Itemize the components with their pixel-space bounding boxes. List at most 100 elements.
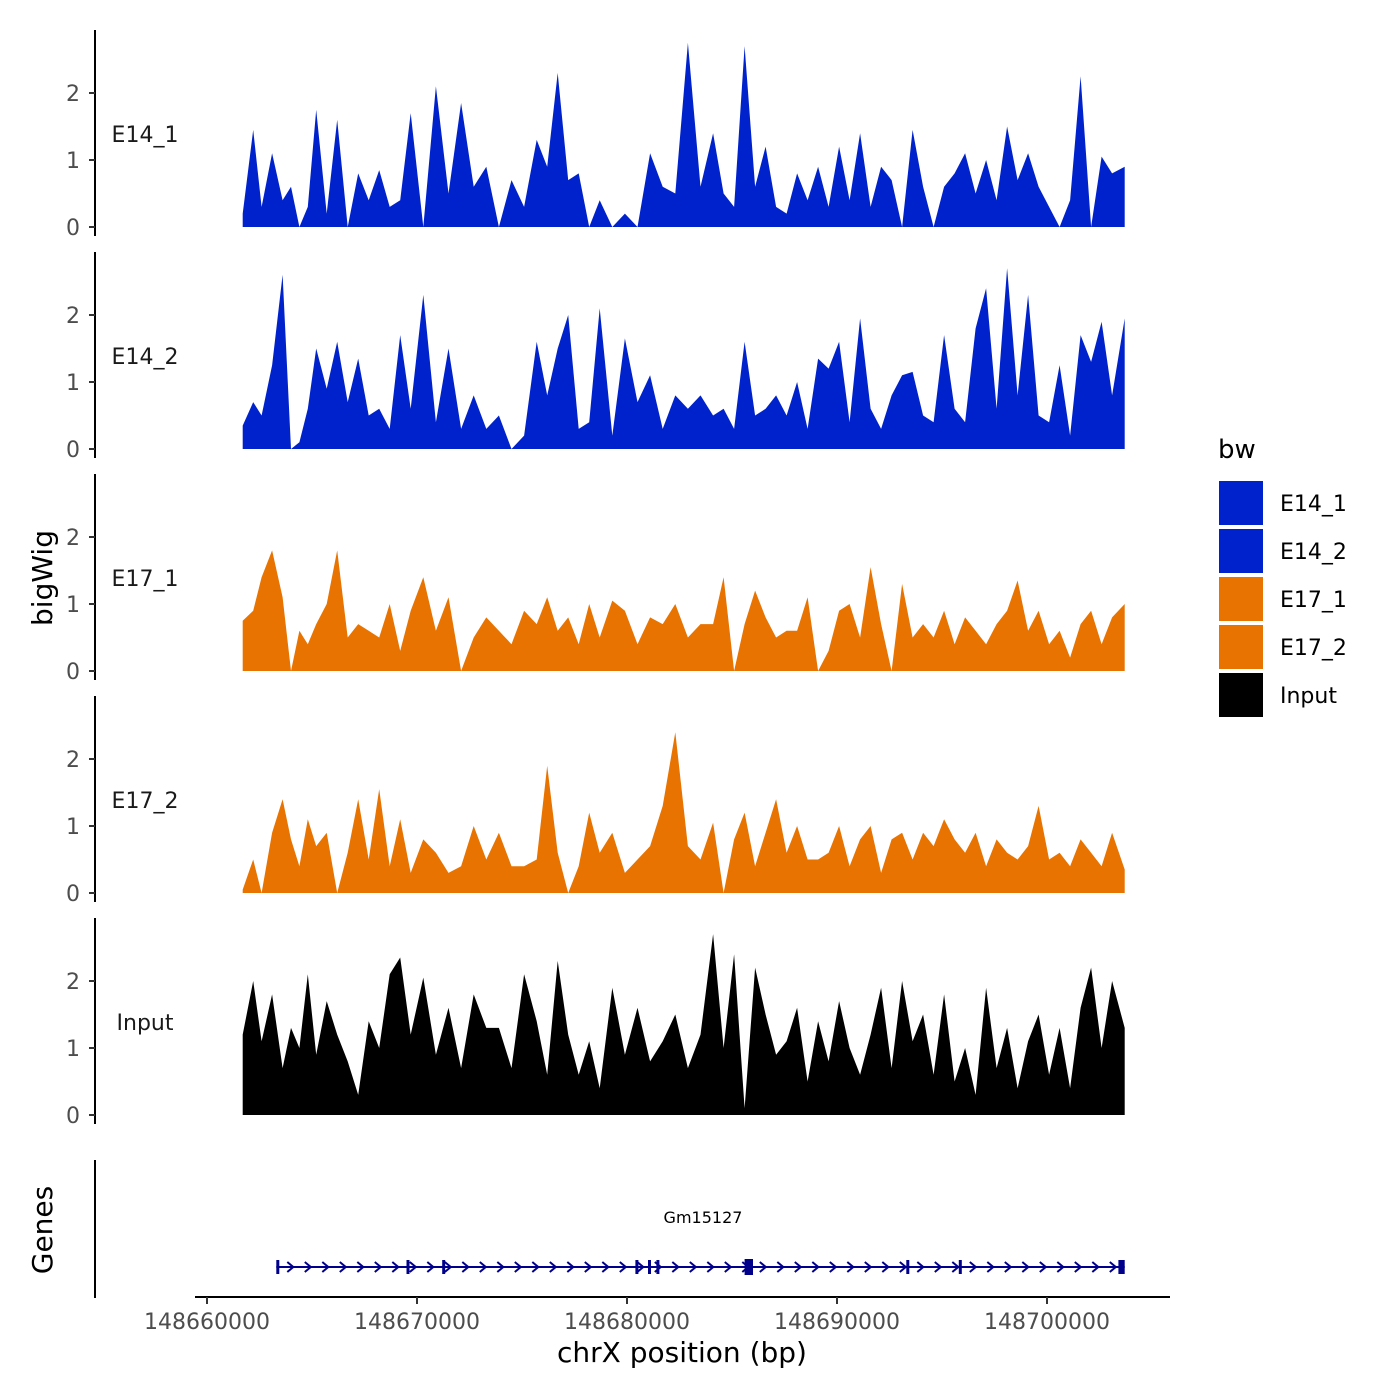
gene-exon <box>406 1260 410 1274</box>
strand-arrow <box>1074 1261 1083 1273</box>
y-tick-label: 0 <box>66 216 80 241</box>
strand-arrow <box>1056 1261 1065 1273</box>
strand-arrow <box>794 1261 803 1273</box>
strand-arrow <box>496 1261 505 1273</box>
y-tick-label: 2 <box>66 526 80 551</box>
legend-title: bw <box>1218 435 1256 465</box>
legend-swatch <box>1217 671 1265 719</box>
strand-arrow <box>374 1261 383 1273</box>
panel-E17_2: 0 1 2 E17_2 <box>66 696 1125 907</box>
strand-arrow <box>1091 1261 1100 1273</box>
strand-arrow <box>619 1261 628 1273</box>
panel-label-E17_2: E17_2 <box>112 789 179 814</box>
y-tick-label: 2 <box>66 970 80 995</box>
strand-arrow <box>1021 1261 1030 1273</box>
y-tick-label: 0 <box>66 660 80 685</box>
panel-label-Input: Input <box>117 1011 174 1036</box>
strand-arrow <box>811 1261 820 1273</box>
gene-track-title: Genes <box>26 1186 59 1274</box>
strand-arrow <box>1004 1261 1013 1273</box>
area-E14_1 <box>242 42 1125 227</box>
gene-exon <box>648 1260 651 1274</box>
area-E17_1 <box>242 550 1125 671</box>
strand-arrow <box>776 1261 785 1273</box>
panel-E17_1: 0 1 2 E17_1 <box>66 474 1125 685</box>
strand-arrow <box>584 1261 593 1273</box>
y-tick-label: 1 <box>66 371 80 396</box>
gene-label: Gm15127 <box>664 1208 743 1227</box>
area-E17_2 <box>242 732 1125 893</box>
area-E14_2 <box>242 268 1125 449</box>
strand-arrow <box>409 1261 418 1273</box>
strand-arrow <box>881 1261 890 1273</box>
strand-arrow <box>601 1261 610 1273</box>
strand-arrow <box>321 1261 330 1273</box>
gene-exon <box>656 1260 660 1274</box>
strand-arrow <box>986 1261 995 1273</box>
x-axis-ticks: 148660000 148670000 148680000 148690000 1487… <box>144 1297 1110 1335</box>
strand-arrow <box>864 1261 873 1273</box>
legend-label: E17_1 <box>1280 588 1347 613</box>
strand-arrow <box>706 1261 715 1273</box>
panel-label-E17_1: E17_1 <box>112 567 179 592</box>
signal-panels: 0 1 2 E14_1 0 1 2 E14_2 0 1 2 E17_1 0 1 2 E17_2 0 1 2 Input <box>66 30 1125 1129</box>
x-tick-label: 148670000 <box>354 1310 480 1335</box>
legend-label: Input <box>1280 684 1337 709</box>
x-tick-label: 148700000 <box>984 1310 1110 1335</box>
gene-exon <box>276 1260 280 1274</box>
strand-arrow <box>846 1261 855 1273</box>
panel-E14_2: 0 1 2 E14_2 <box>66 252 1125 463</box>
legend-item-E14_1: E14_1 <box>1217 479 1347 527</box>
strand-arrow <box>934 1261 943 1273</box>
panel-Input: 0 1 2 Input <box>66 918 1125 1129</box>
strand-arrow <box>549 1261 558 1273</box>
y-axis-title: bigWig <box>26 530 59 626</box>
legend-label: E17_2 <box>1280 636 1347 661</box>
panel-label-E14_1: E14_1 <box>112 123 179 148</box>
gene-exon <box>744 1259 753 1275</box>
gene-exon <box>1118 1260 1125 1274</box>
legend-items: E14_1 E14_2 E17_1 E17_2 Input <box>1217 479 1347 719</box>
gene-exon <box>906 1260 910 1274</box>
strand-arrow <box>899 1261 908 1273</box>
y-tick-label: 0 <box>66 438 80 463</box>
legend-swatch <box>1217 623 1265 671</box>
strand-arrow <box>689 1261 698 1273</box>
y-tick-label: 2 <box>66 304 80 329</box>
y-tick-label: 1 <box>66 1037 80 1062</box>
strand-arrow <box>444 1261 453 1273</box>
panel-label-E14_2: E14_2 <box>112 345 179 370</box>
strand-arrow <box>304 1261 313 1273</box>
strand-arrow <box>426 1261 435 1273</box>
strand-arrow <box>759 1261 768 1273</box>
strand-arrow <box>339 1261 348 1273</box>
x-axis-title: chrX position (bp) <box>557 1336 807 1369</box>
y-tick-label: 1 <box>66 149 80 174</box>
legend-swatch <box>1217 479 1265 527</box>
strand-arrow <box>969 1261 978 1273</box>
legend-swatch <box>1217 575 1265 623</box>
gene-track: Genes Gm15127 <box>26 1160 1125 1298</box>
y-tick-label: 1 <box>66 593 80 618</box>
strand-arrow <box>829 1261 838 1273</box>
strand-arrow <box>461 1261 470 1273</box>
panel-E14_1: 0 1 2 E14_1 <box>66 30 1125 241</box>
gene-exon <box>442 1260 446 1274</box>
strand-arrow <box>1109 1261 1118 1273</box>
strand-arrow <box>671 1261 680 1273</box>
x-tick-label: 148680000 <box>564 1310 690 1335</box>
gene-exon <box>635 1260 639 1274</box>
strand-arrow <box>286 1261 295 1273</box>
gene-exon <box>958 1260 962 1274</box>
strand-arrow <box>724 1261 733 1273</box>
legend: bw E14_1 E14_2 E17_1 E17_2 Input <box>1217 435 1347 719</box>
strand-arrow <box>916 1261 925 1273</box>
strand-arrow <box>391 1261 400 1273</box>
area-Input <box>242 934 1125 1115</box>
legend-item-E17_1: E17_1 <box>1217 575 1347 623</box>
legend-label: E14_2 <box>1280 540 1347 565</box>
x-tick-label: 148690000 <box>774 1310 900 1335</box>
strand-arrow <box>356 1261 365 1273</box>
strand-arrow <box>636 1261 645 1273</box>
y-tick-label: 0 <box>66 882 80 907</box>
